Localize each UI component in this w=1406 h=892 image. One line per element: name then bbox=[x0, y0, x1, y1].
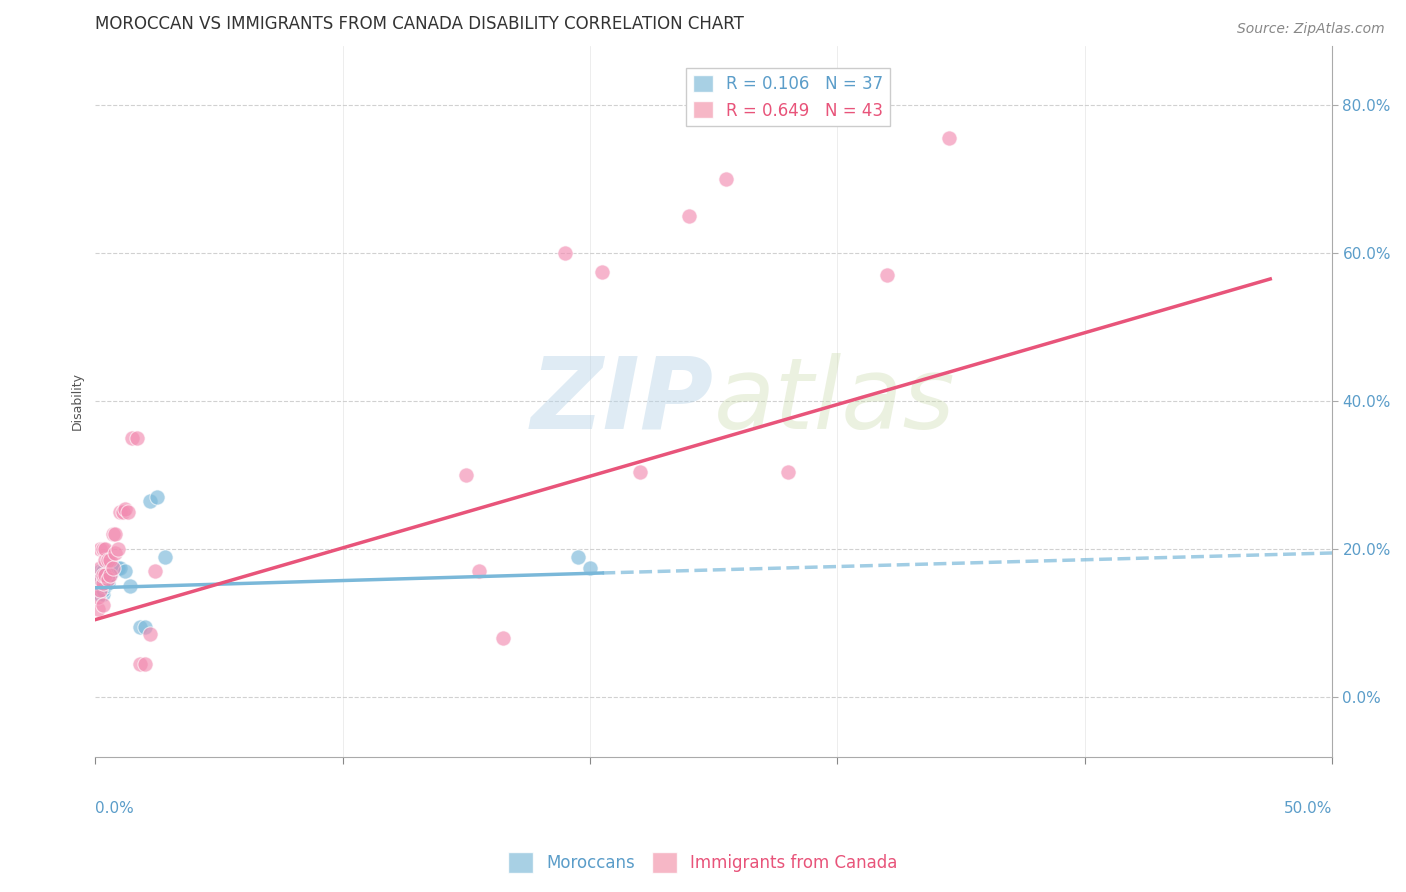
Point bbox=[91, 568, 114, 582]
Point bbox=[98, 565, 121, 579]
Point bbox=[146, 491, 169, 505]
Point bbox=[153, 549, 176, 564]
Point bbox=[114, 501, 136, 516]
Point bbox=[139, 627, 162, 641]
Point bbox=[101, 565, 124, 579]
Point bbox=[134, 620, 156, 634]
Legend: Moroccans, Immigrants from Canada: Moroccans, Immigrants from Canada bbox=[502, 846, 904, 880]
Point bbox=[98, 568, 121, 582]
Point bbox=[91, 575, 114, 590]
Point bbox=[94, 568, 117, 582]
Point bbox=[111, 505, 134, 519]
Point bbox=[94, 542, 117, 557]
Point bbox=[87, 587, 110, 601]
Point bbox=[98, 553, 121, 567]
Point bbox=[87, 575, 110, 590]
Point bbox=[97, 572, 120, 586]
Point bbox=[87, 579, 110, 593]
Text: Source: ZipAtlas.com: Source: ZipAtlas.com bbox=[1237, 22, 1385, 37]
Point bbox=[91, 587, 114, 601]
Point bbox=[91, 572, 114, 586]
Point bbox=[107, 542, 129, 557]
Point bbox=[492, 631, 515, 645]
Point bbox=[89, 572, 111, 586]
Point bbox=[89, 565, 111, 579]
Point bbox=[87, 582, 110, 597]
Point bbox=[567, 549, 589, 564]
Point bbox=[938, 131, 960, 145]
Point bbox=[678, 209, 700, 223]
Point bbox=[101, 561, 124, 575]
Point bbox=[101, 527, 124, 541]
Point bbox=[579, 561, 602, 575]
Point bbox=[89, 579, 111, 593]
Point bbox=[876, 268, 898, 283]
Point bbox=[108, 505, 131, 519]
Point bbox=[87, 601, 110, 615]
Point bbox=[107, 561, 129, 575]
Point bbox=[143, 565, 166, 579]
Point bbox=[89, 575, 111, 590]
Point bbox=[127, 431, 149, 445]
Y-axis label: Disability: Disability bbox=[72, 372, 84, 430]
Point bbox=[97, 575, 120, 590]
Point bbox=[456, 468, 478, 483]
Point bbox=[91, 568, 114, 582]
Text: ZIP: ZIP bbox=[530, 352, 714, 450]
Point bbox=[776, 465, 799, 479]
Text: 50.0%: 50.0% bbox=[1284, 801, 1331, 816]
Text: 0.0%: 0.0% bbox=[96, 801, 134, 816]
Point bbox=[554, 246, 576, 260]
Point bbox=[89, 587, 111, 601]
Point bbox=[467, 565, 489, 579]
Text: atlas: atlas bbox=[714, 352, 955, 450]
Point bbox=[94, 575, 117, 590]
Point bbox=[117, 505, 139, 519]
Point bbox=[118, 579, 141, 593]
Point bbox=[104, 561, 127, 575]
Point bbox=[94, 568, 117, 582]
Point bbox=[628, 465, 651, 479]
Point bbox=[139, 494, 162, 508]
Point bbox=[97, 568, 120, 582]
Point bbox=[121, 431, 143, 445]
Point bbox=[591, 264, 613, 278]
Point bbox=[714, 172, 737, 186]
Point bbox=[114, 565, 136, 579]
Point bbox=[98, 568, 121, 582]
Point bbox=[97, 553, 120, 567]
Legend: R = 0.106   N = 37, R = 0.649   N = 43: R = 0.106 N = 37, R = 0.649 N = 43 bbox=[686, 68, 890, 127]
Point bbox=[89, 561, 111, 575]
Point bbox=[128, 657, 150, 671]
Point bbox=[91, 542, 114, 557]
Point bbox=[104, 546, 127, 560]
Point bbox=[94, 579, 117, 593]
Point bbox=[89, 582, 111, 597]
Point bbox=[91, 582, 114, 597]
Point bbox=[89, 568, 111, 582]
Point bbox=[89, 572, 111, 586]
Point bbox=[94, 553, 117, 567]
Point bbox=[87, 591, 110, 605]
Point bbox=[134, 657, 156, 671]
Text: MOROCCAN VS IMMIGRANTS FROM CANADA DISABILITY CORRELATION CHART: MOROCCAN VS IMMIGRANTS FROM CANADA DISAB… bbox=[96, 15, 744, 33]
Point bbox=[91, 598, 114, 612]
Point bbox=[91, 575, 114, 590]
Point bbox=[87, 572, 110, 586]
Point bbox=[108, 561, 131, 575]
Point bbox=[104, 527, 127, 541]
Point bbox=[89, 542, 111, 557]
Point bbox=[91, 565, 114, 579]
Point bbox=[128, 620, 150, 634]
